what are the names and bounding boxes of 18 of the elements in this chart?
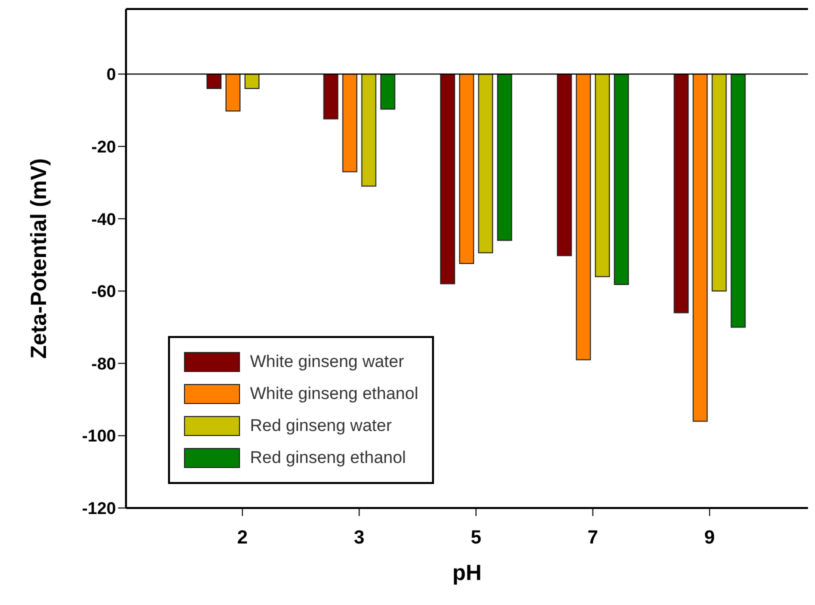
y-axis-title: Zeta-Potential (mV) [26, 158, 51, 359]
legend-label: Red ginseng ethanol [250, 448, 406, 468]
x-axis-title: pH [452, 560, 482, 585]
y-tick-label: -80 [91, 354, 116, 374]
y-tick-label: 0 [106, 65, 116, 84]
y-tick-label: -100 [82, 426, 116, 446]
legend-label: Red ginseng water [250, 416, 392, 436]
legend-label: White ginseng water [250, 352, 404, 372]
x-tick-label: 7 [588, 527, 598, 548]
x-tick-label: 5 [470, 527, 482, 548]
y-tick-label: -120 [82, 499, 116, 518]
x-tick-label: 3 [354, 527, 364, 548]
x-tick-label: 9 [704, 527, 715, 548]
y-tick-label: -60 [91, 282, 116, 302]
y-tick-label: -40 [91, 210, 116, 229]
y-tick-label: -20 [91, 137, 116, 156]
x-tick-label: 2 [237, 527, 248, 548]
legend-label: White ginseng ethanol [250, 384, 418, 404]
